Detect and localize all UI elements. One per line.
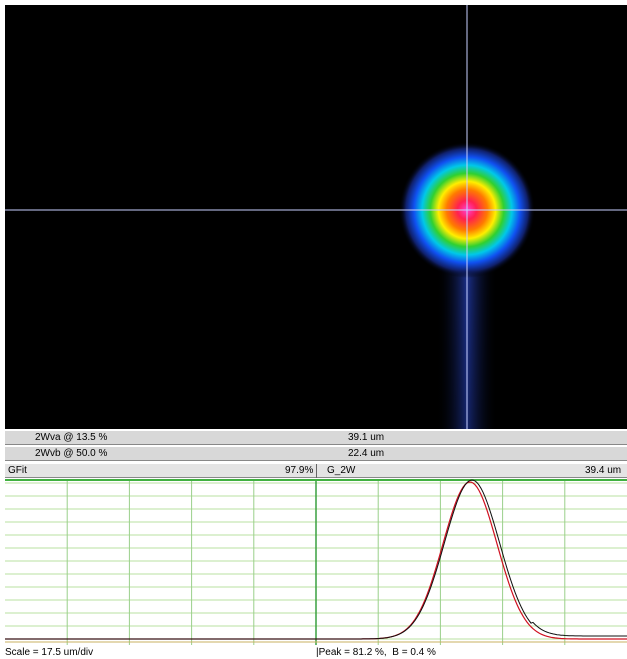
measurement-value: 22.4 um: [348, 448, 384, 459]
fit-value: 97.9%: [285, 465, 313, 476]
width-value: 39.4 um: [585, 465, 621, 476]
beam-image: [5, 5, 627, 429]
profile-graph: [5, 479, 627, 645]
peak-text: |Peak = 81.2 %, B = 0.4 %: [316, 647, 436, 658]
fit-label: GFit: [8, 465, 27, 476]
measurement-label: 2Wvb @ 50.0 %: [35, 448, 107, 459]
measurement-label: 2Wva @ 13.5 %: [35, 432, 107, 443]
profiler-window: 2Wva @ 13.5 % 39.1 um 2Wvb @ 50.0 % 22.4…: [0, 0, 627, 659]
measurement-row: 2Wvb @ 50.0 % 22.4 um: [5, 446, 627, 461]
width-label: G_2W: [327, 465, 355, 476]
scale-text: Scale = 17.5 um/div: [5, 647, 93, 658]
measurement-row: 2Wva @ 13.5 % 39.1 um: [5, 430, 627, 445]
divider: [316, 464, 317, 478]
fit-header: GFit 97.9% G_2W 39.4 um: [5, 463, 627, 478]
measurement-value: 39.1 um: [348, 432, 384, 443]
